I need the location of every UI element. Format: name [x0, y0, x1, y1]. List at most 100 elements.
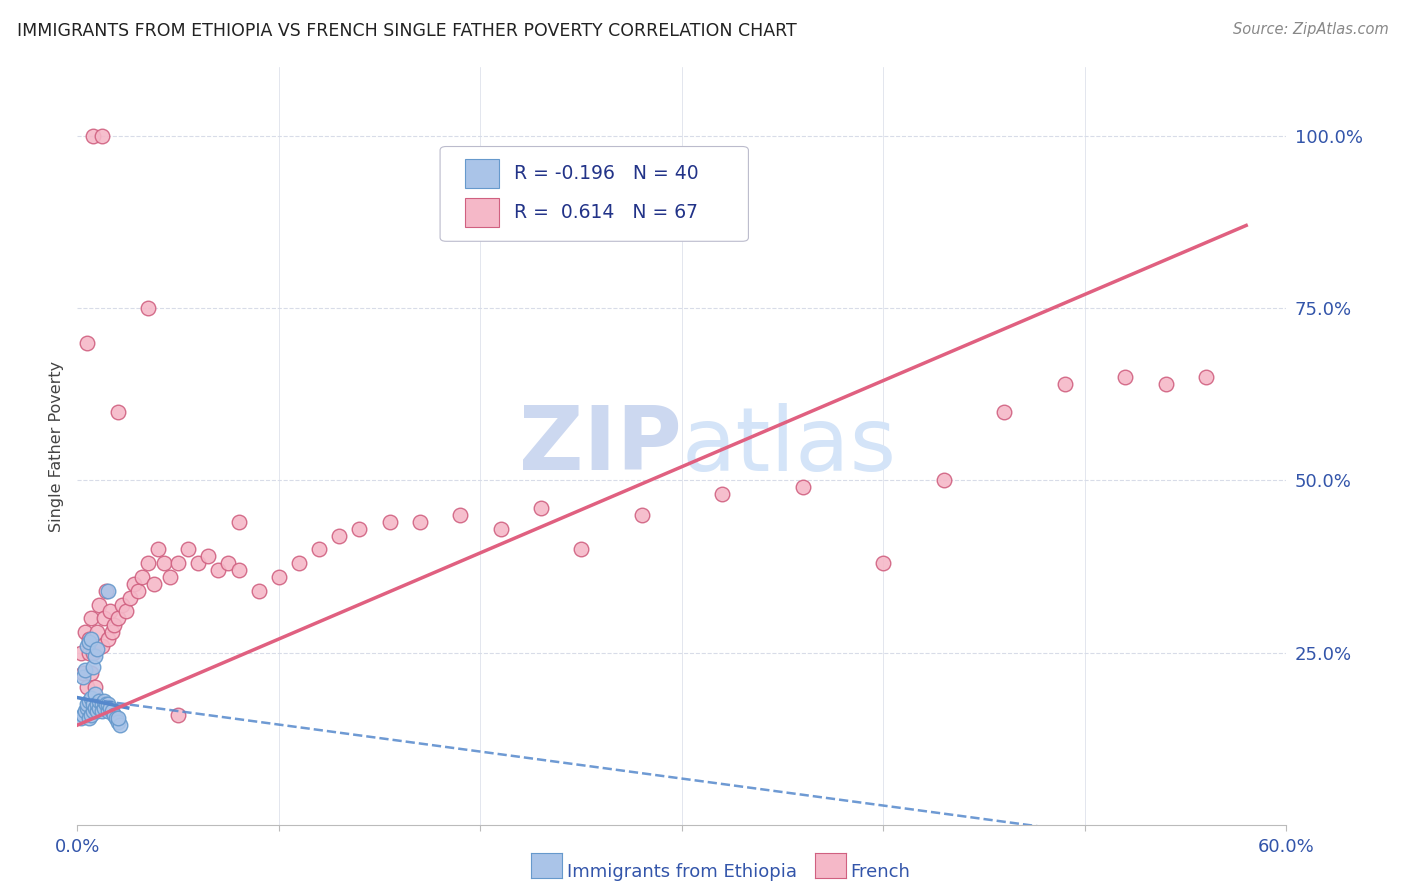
Point [90, 639, 112, 653]
Point [569, 542, 592, 557]
Point [100, 625, 122, 640]
Point [932, 474, 955, 488]
Point [136, 301, 159, 315]
Point [1053, 376, 1076, 391]
Point [79, 646, 101, 660]
Point [228, 563, 250, 577]
Point [187, 556, 209, 570]
Point [489, 522, 512, 536]
Point [103, 707, 125, 722]
Point [72, 666, 94, 681]
Point [114, 604, 136, 618]
Point [72, 707, 94, 722]
Point [228, 515, 250, 529]
Point [98, 701, 121, 715]
Point [103, 618, 125, 632]
Point [75, 705, 97, 719]
Point [349, 522, 371, 536]
Point [142, 577, 165, 591]
Point [84, 680, 107, 694]
Point [79, 694, 101, 708]
Point [1195, 370, 1218, 384]
Point [80, 707, 103, 722]
Y-axis label: Single Father Poverty: Single Father Poverty [49, 360, 65, 532]
Point [1154, 376, 1177, 391]
Point [98, 604, 121, 618]
Point [79, 632, 101, 646]
Point [177, 542, 200, 557]
Point [80, 666, 103, 681]
Point [107, 711, 129, 725]
Text: R = -0.196   N = 40: R = -0.196 N = 40 [513, 164, 699, 183]
Point [93, 611, 115, 625]
Point [76, 680, 98, 694]
Point [131, 570, 153, 584]
Point [107, 611, 129, 625]
Point [153, 556, 176, 570]
Point [107, 714, 129, 729]
Point [72, 670, 94, 684]
Point [82, 659, 104, 673]
Point [118, 591, 141, 605]
Point [288, 556, 311, 570]
Point [108, 718, 131, 732]
Point [79, 635, 101, 649]
Point [86, 705, 108, 719]
Point [84, 701, 107, 715]
Point [267, 570, 290, 584]
Point [89, 598, 111, 612]
Point [218, 556, 240, 570]
Bar [465, 198, 499, 227]
Point [122, 577, 145, 591]
Point [100, 705, 122, 719]
Point [107, 404, 129, 418]
Point [70, 646, 93, 660]
Point [93, 694, 115, 708]
Text: Immigrants from Ethiopia: Immigrants from Ethiopia [567, 863, 797, 881]
Point [76, 335, 98, 350]
Point [630, 508, 652, 522]
Point [90, 128, 112, 143]
Point [136, 556, 159, 570]
Point [82, 646, 104, 660]
Point [207, 563, 229, 577]
Text: Source: ZipAtlas.com: Source: ZipAtlas.com [1233, 22, 1389, 37]
Point [76, 639, 98, 653]
Point [111, 598, 134, 612]
Point [94, 583, 117, 598]
Point [80, 632, 103, 646]
Point [80, 690, 103, 705]
Point [197, 549, 219, 564]
Point [993, 404, 1015, 418]
Point [86, 642, 108, 657]
Point [70, 711, 93, 725]
Point [711, 487, 734, 501]
Point [328, 528, 350, 542]
Point [90, 705, 112, 719]
Point [76, 701, 98, 715]
Point [82, 705, 104, 719]
Point [378, 515, 401, 529]
Text: ZIP: ZIP [519, 402, 682, 490]
Point [86, 698, 108, 712]
Point [167, 556, 190, 570]
Point [792, 480, 814, 494]
Point [84, 687, 107, 701]
Point [75, 663, 97, 677]
Point [449, 508, 471, 522]
Point [89, 701, 111, 715]
Point [308, 542, 330, 557]
Point [94, 698, 117, 712]
Point [96, 632, 118, 646]
Point [167, 707, 190, 722]
FancyBboxPatch shape [440, 146, 748, 241]
Text: French: French [851, 863, 911, 881]
Point [872, 556, 894, 570]
Point [96, 698, 118, 712]
Point [86, 625, 108, 640]
Point [530, 501, 553, 516]
Point [90, 698, 112, 712]
Point [146, 542, 169, 557]
Point [159, 570, 181, 584]
Point [84, 649, 107, 664]
